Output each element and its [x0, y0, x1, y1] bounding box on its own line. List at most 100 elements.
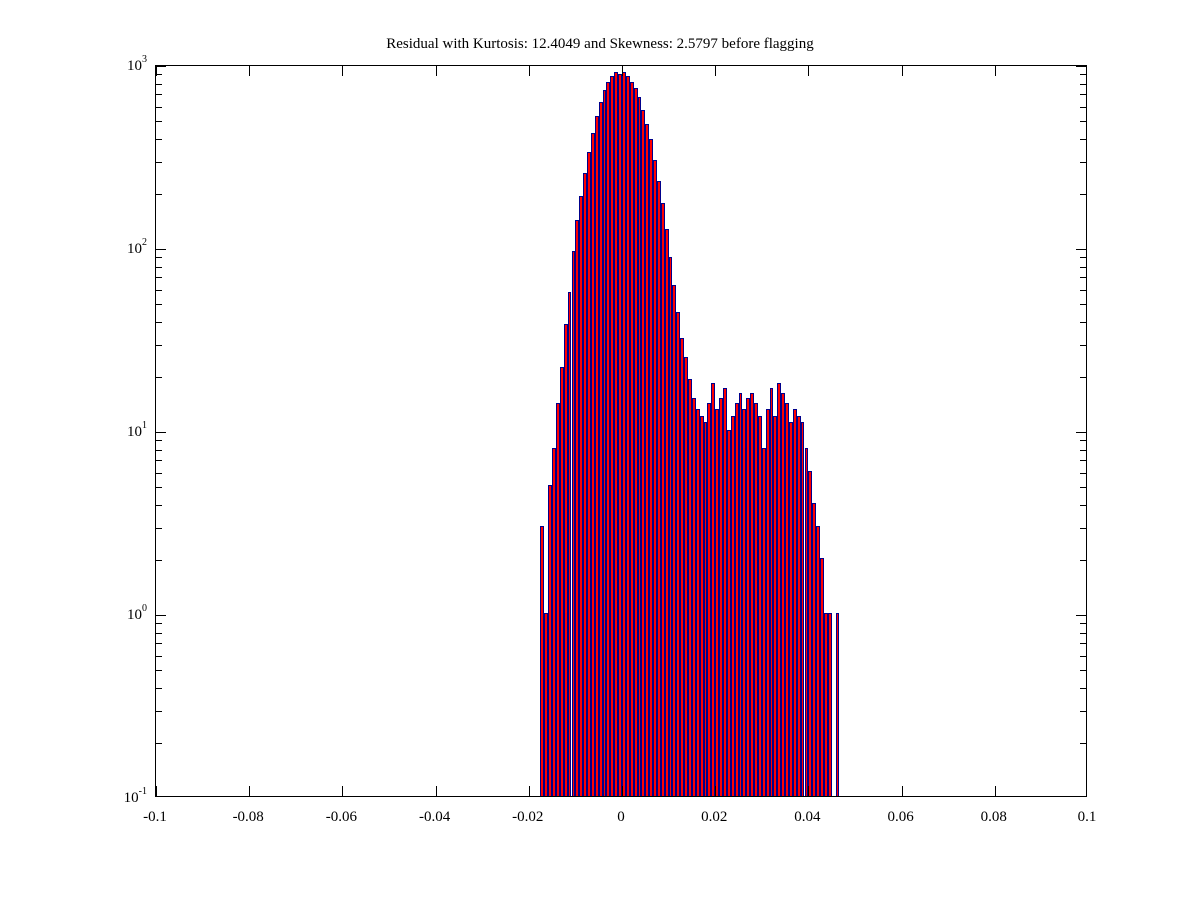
y-tick-label: 100: [103, 603, 147, 624]
y-minor-tick-left: [156, 527, 162, 529]
histogram-bar: [722, 387, 727, 796]
histogram-bar: [676, 312, 681, 796]
x-tick-label: -0.06: [325, 809, 358, 825]
histogram-bar: [785, 403, 789, 796]
histogram-bar: [567, 291, 572, 796]
histogram-bar: [750, 392, 755, 796]
y-minor-tick-left: [156, 710, 162, 712]
y-minor-tick-left: [156, 472, 162, 474]
y-tick-exponent: 3: [142, 54, 147, 65]
x-major-tick-top: [622, 66, 623, 76]
y-minor-tick-left: [156, 257, 162, 259]
histogram-bar: [827, 613, 832, 796]
histogram-bar: [796, 415, 801, 796]
histogram-bar: [769, 387, 774, 796]
histogram-bar: [835, 613, 840, 796]
y-major-tick-right: [1076, 66, 1086, 67]
histogram-bar: [699, 415, 704, 796]
chart-title: Residual with Kurtosis: 12.4049 and Skew…: [386, 36, 814, 52]
y-minor-tick-left: [156, 487, 162, 489]
histogram-bar: [664, 229, 669, 796]
y-minor-tick-left: [156, 94, 162, 96]
y-major-tick-left: [156, 432, 166, 433]
histogram-bar: [594, 115, 599, 796]
y-tick-mantissa: 10: [127, 424, 142, 440]
histogram-bar: [637, 97, 642, 796]
histogram-bar: [726, 430, 731, 796]
y-minor-tick-right: [1080, 710, 1086, 712]
y-minor-tick-left: [156, 83, 162, 85]
x-major-tick-top: [808, 66, 810, 76]
y-tick-exponent: 0: [142, 603, 147, 614]
y-minor-tick-left: [156, 643, 162, 645]
y-minor-tick-left: [156, 742, 162, 744]
histogram-bar: [598, 102, 603, 796]
y-minor-tick-left: [156, 289, 162, 291]
histogram-bar: [614, 72, 619, 796]
x-tick-label: -0.08: [232, 809, 264, 825]
y-minor-tick-left: [156, 193, 162, 195]
histogram-bar: [691, 397, 696, 796]
y-minor-tick-left: [156, 376, 162, 378]
histogram-bar: [816, 525, 821, 796]
x-major-tick-bottom: [528, 786, 530, 796]
histogram-bar: [781, 392, 786, 796]
histogram-bar: [715, 409, 720, 796]
histogram-bar: [695, 409, 700, 796]
x-tick-label: 0.06: [887, 809, 914, 825]
y-tick-label: 10-1: [103, 786, 147, 807]
histogram-bar: [622, 72, 626, 796]
y-major-tick-left: [156, 615, 166, 616]
x-major-tick-bottom: [622, 786, 623, 796]
x-tick-label: -0.04: [418, 809, 451, 825]
x-tick-label: -0.1: [143, 809, 167, 825]
x-tick-label: -0.02: [512, 809, 544, 825]
histogram-bar: [757, 415, 762, 796]
x-major-tick-bottom: [342, 786, 344, 796]
histogram-bar: [719, 397, 723, 796]
y-minor-tick-left: [156, 559, 162, 561]
y-minor-tick-right: [1080, 655, 1086, 657]
y-minor-tick-left: [156, 321, 162, 323]
histogram-bar: [742, 409, 747, 796]
y-minor-tick-left: [156, 623, 162, 625]
histogram-bar: [672, 285, 677, 796]
histogram-bar: [804, 447, 809, 796]
y-minor-tick-right: [1080, 527, 1086, 529]
x-major-tick-top: [994, 66, 996, 76]
histogram-bar: [625, 76, 630, 796]
y-minor-tick-right: [1080, 632, 1086, 634]
histogram-bar: [808, 470, 813, 796]
y-minor-tick-right: [1080, 138, 1086, 140]
y-minor-tick-left: [156, 266, 162, 268]
x-tick-label: 0.04: [794, 809, 821, 825]
histogram-bar: [730, 415, 735, 796]
y-major-tick-left: [156, 66, 166, 67]
histogram-bar: [590, 132, 595, 796]
histogram-bar: [641, 110, 646, 796]
y-minor-tick-right: [1080, 472, 1086, 474]
y-minor-tick-left: [156, 670, 162, 672]
histogram-bar: [587, 152, 591, 796]
y-tick-label: 102: [103, 237, 147, 258]
x-major-tick-bottom: [994, 786, 996, 796]
y-minor-tick-right: [1080, 106, 1086, 108]
histogram-bar: [618, 74, 622, 796]
y-minor-tick-left: [156, 449, 162, 451]
y-minor-tick-left: [156, 440, 162, 442]
y-minor-tick-left: [156, 344, 162, 346]
histogram-bar: [746, 397, 751, 796]
x-major-tick-top: [435, 66, 437, 76]
y-minor-tick-right: [1080, 344, 1086, 346]
histogram-bar: [563, 323, 568, 796]
histogram-bar: [688, 379, 692, 796]
x-major-tick-top: [342, 66, 344, 76]
x-major-tick-top: [901, 66, 903, 76]
y-minor-tick-right: [1080, 687, 1086, 689]
histogram-bar: [540, 525, 545, 796]
y-tick-exponent: 2: [142, 237, 147, 248]
x-major-tick-bottom: [249, 786, 251, 796]
y-minor-tick-left: [156, 161, 162, 163]
y-minor-tick-left: [156, 106, 162, 108]
plot-area: [155, 65, 1087, 797]
